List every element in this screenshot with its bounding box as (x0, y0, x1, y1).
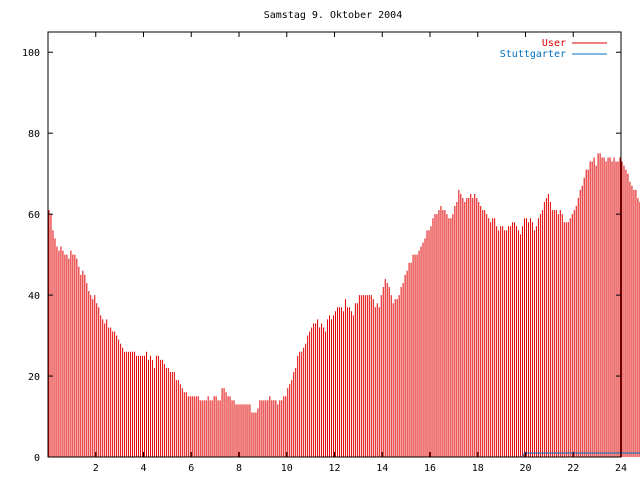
y-tick-label: 100 (22, 48, 40, 59)
stuttgarter-line (48, 452, 640, 458)
legend: User Stuttgarter (500, 38, 607, 60)
x-tick-label: 6 (188, 463, 194, 474)
legend-user-label: User (542, 38, 566, 49)
lines-layer (48, 452, 640, 458)
x-tick-label: 2 (93, 463, 99, 474)
y-tick-label: 0 (34, 453, 40, 464)
x-tick-label: 24 (615, 463, 627, 474)
y-tick-label: 20 (28, 372, 40, 383)
y-tick-label: 40 (28, 291, 40, 302)
x-tick-label: 16 (424, 463, 436, 474)
x-tick-label: 22 (567, 463, 579, 474)
x-tick-label: 12 (328, 463, 340, 474)
x-tick-label: 4 (140, 463, 146, 474)
x-tick-label: 20 (519, 463, 531, 474)
chart-title: Samstag 9. Oktober 2004 (264, 10, 402, 21)
x-tick-label: 14 (376, 463, 388, 474)
plot-frame (47, 31, 622, 458)
y-tick-label: 60 (28, 210, 40, 221)
x-tick-label: 8 (236, 463, 242, 474)
bars-layer (48, 153, 640, 457)
y-tick-label: 80 (28, 129, 40, 140)
x-tick-label: 10 (281, 463, 293, 474)
x-tick-label: 18 (472, 463, 484, 474)
legend-stuttgarter-label: Stuttgarter (500, 49, 566, 60)
